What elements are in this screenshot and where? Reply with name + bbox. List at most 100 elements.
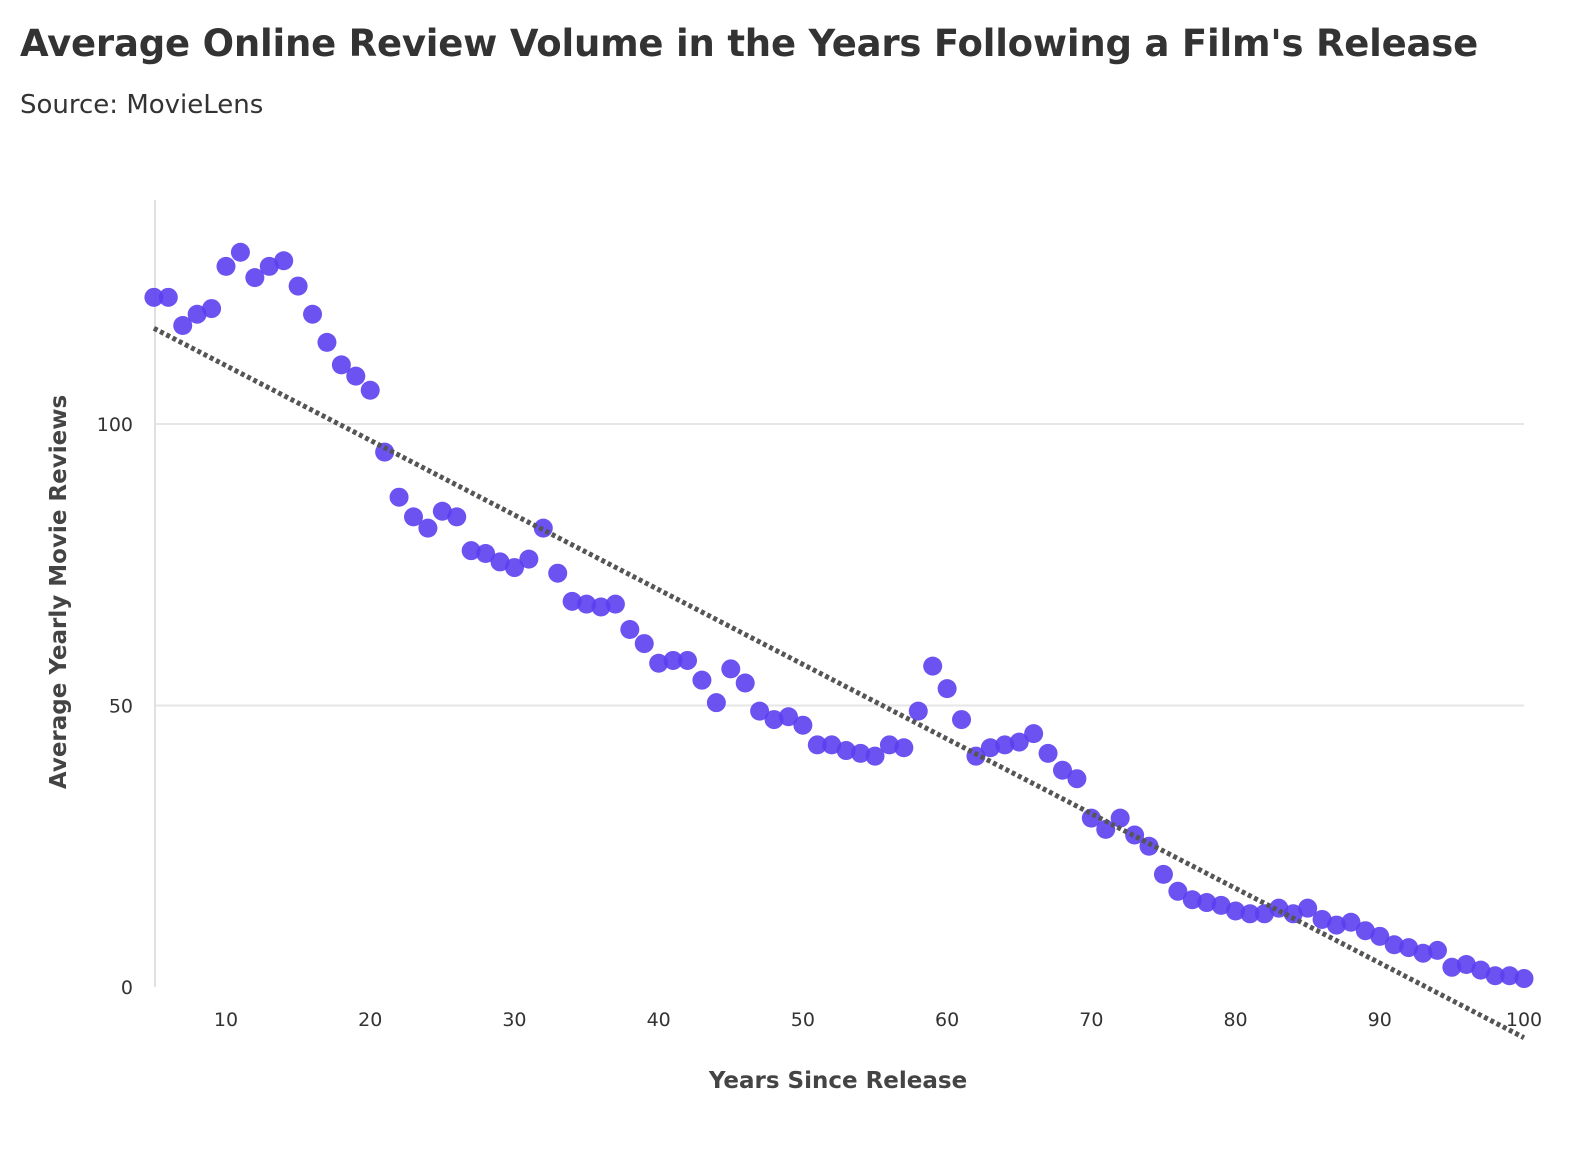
data-point	[519, 549, 539, 569]
data-point	[1110, 808, 1130, 828]
y-tick-label: 50	[109, 696, 133, 718]
data-point	[1168, 881, 1188, 901]
x-tick-label: 40	[647, 1009, 671, 1031]
data-point	[649, 653, 669, 673]
x-tick-label: 70	[1079, 1009, 1103, 1031]
x-tick-label: 80	[1223, 1009, 1247, 1031]
data-point	[1413, 943, 1433, 963]
data-point	[1341, 912, 1361, 932]
data-point	[678, 650, 698, 670]
data-point	[1211, 895, 1231, 915]
data-point	[173, 315, 193, 335]
x-tick-label: 10	[214, 1009, 238, 1031]
data-point	[793, 715, 813, 735]
data-point	[663, 650, 683, 670]
data-point	[1485, 966, 1505, 986]
data-point	[908, 701, 928, 721]
data-point	[1197, 893, 1217, 913]
data-point	[591, 597, 611, 617]
x-tick-label: 20	[358, 1009, 382, 1031]
data-point	[1384, 935, 1404, 955]
trend-line	[152, 326, 1526, 1040]
data-point	[202, 299, 222, 319]
data-point	[490, 552, 510, 572]
data-point	[331, 355, 351, 375]
data-point	[1456, 954, 1476, 974]
data-point	[288, 276, 308, 296]
data-point	[303, 304, 323, 324]
data-point	[187, 304, 207, 324]
data-point	[346, 366, 366, 386]
data-point	[432, 501, 452, 521]
data-point	[1052, 760, 1072, 780]
data-point	[980, 738, 1000, 758]
x-tick-label: 60	[935, 1009, 959, 1031]
data-point	[230, 242, 250, 262]
data-point	[721, 659, 741, 679]
data-point	[1298, 898, 1318, 918]
x-tick-label: 30	[502, 1009, 526, 1031]
data-point	[1312, 909, 1332, 929]
data-point	[620, 619, 640, 639]
data-point	[144, 287, 164, 307]
data-point	[403, 507, 423, 527]
data-point	[1226, 901, 1246, 921]
data-point	[1096, 819, 1116, 839]
data-point	[245, 268, 265, 288]
data-point	[692, 670, 712, 690]
data-point	[865, 746, 885, 766]
data-point	[504, 558, 524, 578]
data-point	[418, 518, 438, 538]
x-tick-label: 50	[791, 1009, 815, 1031]
data-point	[1283, 904, 1303, 924]
data-point	[216, 256, 236, 276]
data-point	[1370, 926, 1390, 946]
x-axis-title: Years Since Release	[708, 1068, 967, 1094]
data-point	[1240, 904, 1260, 924]
data-point	[750, 701, 770, 721]
x-tick-label: 100	[1506, 1009, 1542, 1031]
data-point	[778, 707, 798, 727]
data-point	[937, 679, 957, 699]
data-point	[389, 487, 409, 507]
data-point	[577, 594, 597, 614]
data-point	[952, 710, 972, 730]
data-point	[807, 735, 827, 755]
x-tick-label: 90	[1368, 1009, 1392, 1031]
data-point	[1009, 732, 1029, 752]
chart-title: Average Online Review Volume in the Year…	[20, 22, 1478, 65]
data-point	[1514, 969, 1534, 989]
data-point	[158, 287, 178, 307]
data-point	[447, 507, 467, 527]
data-point	[1153, 864, 1173, 884]
y-axis-ticks: 0 50 100	[97, 414, 133, 999]
data-points	[144, 242, 1534, 989]
data-point	[1125, 825, 1145, 845]
data-point	[1355, 921, 1375, 941]
data-point	[360, 380, 380, 400]
data-point	[259, 256, 279, 276]
y-tick-label: 100	[97, 414, 133, 436]
data-point	[1442, 957, 1462, 977]
data-point	[822, 735, 842, 755]
data-point	[1427, 940, 1447, 960]
data-point	[764, 710, 784, 730]
data-point	[1327, 915, 1347, 935]
x-axis-ticks: 10 20 30 40 50 60 70 80 90 100	[214, 1009, 1542, 1031]
data-point	[1399, 938, 1419, 958]
data-point	[706, 693, 726, 713]
data-point	[1182, 890, 1202, 910]
data-point	[923, 656, 943, 676]
data-point	[735, 673, 755, 693]
data-point	[562, 591, 582, 611]
data-point	[548, 563, 568, 583]
data-point	[836, 741, 856, 761]
data-point	[274, 251, 294, 271]
data-point	[634, 634, 654, 654]
y-tick-label: 0	[121, 977, 133, 999]
data-point	[1269, 898, 1289, 918]
data-point	[894, 738, 914, 758]
data-point	[605, 594, 625, 614]
data-point	[1067, 769, 1087, 789]
